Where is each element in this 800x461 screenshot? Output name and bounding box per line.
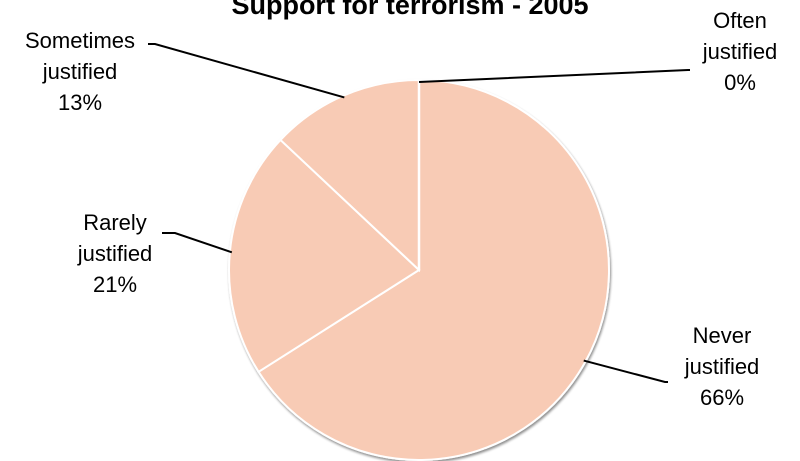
data-label-rarely-justified: Rarely justified 21%	[77, 210, 153, 297]
leader-line-sometimes-justified	[148, 43, 345, 99]
data-label-never-justified: Never justified 66%	[684, 323, 760, 410]
leader-line-rarely-justified	[162, 232, 233, 254]
pie-slices	[228, 78, 610, 461]
chart-title: Support for terrorism - 2005	[231, 0, 588, 20]
data-label-sometimes-justified: Sometimes justified 13%	[25, 28, 135, 115]
leader-lines	[148, 43, 690, 383]
data-label-often-justified: Often justified 0%	[702, 8, 778, 95]
data-labels: Often justified 0% Sometimes justified 13% Rar…	[25, 8, 777, 410]
leader-line-never-justified	[583, 359, 668, 383]
leader-line-often-justified	[418, 69, 690, 83]
pie-slice-sometimes-justified	[279, 78, 420, 273]
